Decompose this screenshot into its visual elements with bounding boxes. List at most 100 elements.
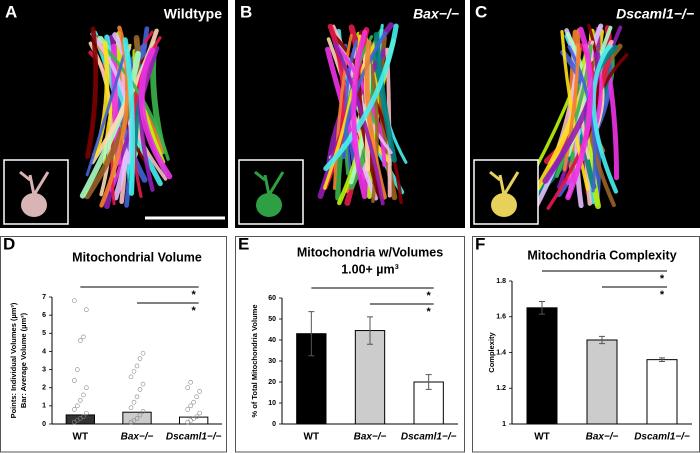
significance-label: *: [427, 306, 432, 318]
chart-title: Mitochondrial Volume: [72, 250, 202, 264]
point: [75, 367, 80, 372]
point: [81, 414, 86, 420]
bar: [586, 339, 618, 425]
point: [140, 408, 146, 414]
y-tick-label: 5: [42, 330, 46, 337]
error-bar: [659, 357, 665, 362]
mitochondrion: [85, 53, 126, 177]
point: [78, 398, 83, 403]
mitochondrion: [565, 26, 594, 201]
point: [185, 385, 190, 391]
point: [185, 407, 190, 412]
y-tick-label: 30: [268, 358, 276, 365]
y-tick-label: 3: [42, 366, 46, 373]
y-tick-label: 1.2: [496, 385, 506, 392]
point: [137, 356, 143, 361]
inset-cell: [256, 193, 282, 217]
point: [188, 403, 193, 409]
x-tick-label: WT: [534, 432, 550, 443]
inset-cell: [491, 193, 517, 217]
significance-label: *: [427, 290, 432, 302]
significance-label: *: [660, 289, 665, 301]
chart-frame: [0, 236, 227, 453]
significance-label: *: [660, 273, 665, 285]
point: [72, 298, 77, 303]
inset-dendrite: [254, 170, 285, 196]
point: [128, 405, 134, 410]
point: [131, 399, 137, 405]
x-tick-label: Bax−/−: [354, 432, 387, 443]
mitochondrion: [591, 44, 619, 194]
point: [134, 363, 140, 369]
point: [197, 410, 202, 416]
point: [81, 334, 86, 340]
error-bar: [599, 335, 605, 345]
panel-letter: A: [5, 2, 17, 21]
mitochondrion: [344, 39, 359, 182]
mitochondrion: [93, 40, 110, 158]
error-bar: [308, 311, 315, 357]
bar: [122, 411, 152, 425]
mitochondrion: [351, 29, 368, 200]
y-axis-label: % of Total Mitochondria Volume: [250, 304, 259, 417]
mitochondrion: [373, 32, 397, 163]
panel-label: Dscaml1−/−: [616, 6, 694, 22]
point: [194, 394, 199, 400]
point: [137, 412, 143, 418]
point: [134, 394, 140, 400]
point: [72, 407, 77, 412]
panel-letter: E: [238, 234, 249, 253]
point: [194, 414, 199, 420]
chart-subtitle: 1.00+ µm³: [341, 262, 399, 276]
y-tick-label: 50: [268, 316, 276, 323]
point: [128, 374, 134, 380]
y-tick-label: 7: [42, 294, 46, 301]
point: [191, 399, 196, 405]
chart-title: Mitochondria Complexity: [527, 248, 676, 262]
point: [188, 379, 193, 385]
mitochondrion: [122, 37, 136, 196]
y-tick-label: 20: [268, 379, 276, 386]
point: [84, 410, 89, 416]
y-tick-label: 10: [268, 400, 276, 407]
panel-label: Wildtype: [164, 6, 222, 22]
point: [81, 392, 86, 398]
y-tick-label: 1: [502, 421, 506, 428]
y-axis-label: Points: Individual Volumes (µm³): [9, 302, 18, 418]
bar: [526, 307, 558, 425]
point: [137, 387, 143, 392]
point: [131, 369, 137, 374]
mitochondrion: [323, 23, 399, 172]
panel-letter: C: [475, 2, 487, 21]
y-tick-label: 1: [42, 403, 46, 410]
y-tick-label: 2: [42, 385, 46, 392]
point: [78, 338, 83, 343]
significance-label: *: [192, 289, 197, 301]
error-bar: [367, 316, 373, 345]
y-tick-label: 60: [268, 295, 276, 302]
x-tick-label: Bax−/−: [121, 432, 154, 443]
y-tick-label: 4: [42, 348, 46, 355]
point: [140, 381, 146, 387]
x-tick-label: Dscaml1−/−: [166, 432, 222, 443]
bar: [646, 359, 678, 425]
y-tick-label: 0: [272, 421, 276, 428]
mitochondrion: [138, 47, 173, 180]
significance-label: *: [192, 305, 197, 317]
bar: [354, 330, 386, 425]
inset-dendrite: [489, 170, 520, 196]
y-tick-label: 40: [268, 337, 276, 344]
panel-letter: D: [3, 234, 15, 253]
mitochondrion: [85, 26, 99, 159]
point: [140, 350, 146, 356]
panel-label: Bax−/−: [413, 6, 459, 22]
y-tick-label: 1.4: [496, 349, 506, 356]
x-tick-label: Dscaml1−/−: [401, 432, 457, 443]
x-tick-label: Bax−/−: [586, 432, 619, 443]
bar: [65, 414, 95, 425]
point: [84, 307, 89, 313]
y-tick-label: 0: [42, 421, 46, 428]
x-tick-label: Dscaml1−/−: [634, 432, 690, 443]
error-bar: [425, 374, 432, 390]
